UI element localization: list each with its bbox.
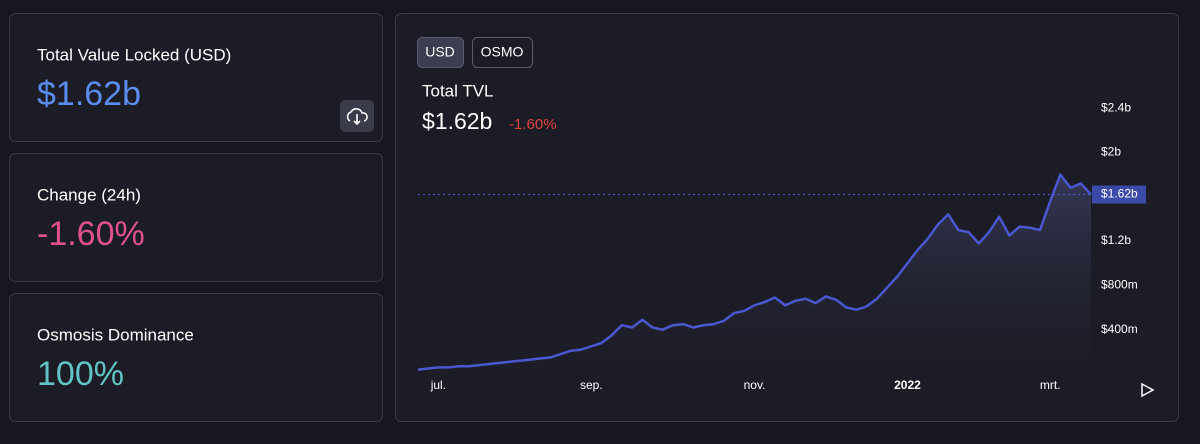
- tab-label[interactable]: OSMO: [481, 44, 524, 60]
- chart-title: Total TVL: [422, 81, 494, 100]
- y-tick-label: $800m: [1101, 278, 1138, 292]
- area-line: [417, 173, 1092, 371]
- tab-label[interactable]: USD: [425, 44, 455, 60]
- x-tick-label: nov.: [744, 378, 766, 392]
- x-tick-label: mrt.: [1040, 378, 1061, 392]
- current-value-label: $1.62b: [1101, 187, 1138, 201]
- card: [9, 13, 383, 142]
- x-tick-label: sep.: [580, 378, 603, 392]
- play-button[interactable]: [1141, 382, 1155, 398]
- card-label: Osmosis Dominance: [37, 325, 194, 344]
- card: [9, 153, 383, 282]
- y-tick-label: $2b: [1101, 145, 1121, 159]
- y-tick-label: $1.2b: [1101, 233, 1131, 247]
- y-tick-label: $400m: [1101, 322, 1138, 336]
- tab-button[interactable]: [417, 37, 464, 68]
- tab-button[interactable]: [472, 37, 533, 68]
- current-value-box: [1092, 185, 1146, 204]
- chart-change: -1.60%: [509, 116, 557, 133]
- x-tick-label: 2022: [894, 378, 921, 392]
- card-value: -1.60%: [37, 215, 145, 253]
- chart-value: $1.62b: [422, 108, 492, 134]
- card-value: $1.62b: [37, 75, 141, 113]
- card: [9, 293, 383, 422]
- card-label: Total Value Locked (USD): [37, 45, 231, 64]
- x-tick-label: jul.: [430, 378, 446, 392]
- area-fill: [418, 174, 1091, 374]
- y-tick-label: $2.4b: [1101, 100, 1131, 114]
- download-button[interactable]: [340, 100, 374, 132]
- card-value: 100%: [37, 355, 124, 393]
- card-label: Change (24h): [37, 185, 141, 204]
